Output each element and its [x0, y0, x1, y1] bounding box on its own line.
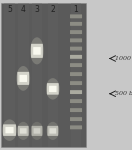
- FancyBboxPatch shape: [49, 128, 56, 134]
- FancyBboxPatch shape: [49, 86, 56, 92]
- Text: 5: 5: [7, 5, 12, 14]
- Text: 1: 1: [74, 5, 78, 14]
- Bar: [48, 3, 58, 147]
- FancyBboxPatch shape: [17, 72, 29, 85]
- Bar: [71, 3, 81, 147]
- FancyBboxPatch shape: [70, 30, 82, 34]
- Bar: [18, 3, 29, 147]
- FancyBboxPatch shape: [70, 63, 82, 67]
- FancyBboxPatch shape: [20, 128, 27, 134]
- FancyBboxPatch shape: [34, 128, 40, 134]
- FancyBboxPatch shape: [70, 117, 82, 121]
- FancyBboxPatch shape: [5, 127, 14, 133]
- FancyBboxPatch shape: [70, 108, 82, 112]
- FancyBboxPatch shape: [47, 83, 59, 95]
- Ellipse shape: [31, 122, 43, 140]
- FancyBboxPatch shape: [31, 44, 43, 58]
- FancyBboxPatch shape: [70, 22, 82, 26]
- FancyBboxPatch shape: [33, 47, 41, 55]
- FancyBboxPatch shape: [20, 75, 27, 82]
- FancyBboxPatch shape: [70, 38, 82, 42]
- Text: 500 bp: 500 bp: [115, 91, 132, 96]
- FancyBboxPatch shape: [70, 55, 82, 59]
- FancyBboxPatch shape: [32, 126, 42, 136]
- Text: 3: 3: [35, 5, 39, 14]
- FancyBboxPatch shape: [70, 125, 82, 129]
- FancyBboxPatch shape: [70, 90, 82, 94]
- FancyBboxPatch shape: [47, 126, 58, 136]
- Bar: [1, 3, 86, 147]
- Bar: [4, 3, 15, 147]
- Ellipse shape: [16, 66, 30, 91]
- Ellipse shape: [2, 119, 17, 141]
- FancyBboxPatch shape: [70, 72, 82, 76]
- Ellipse shape: [47, 122, 59, 140]
- Text: 2: 2: [50, 5, 55, 14]
- Bar: [32, 3, 42, 147]
- Text: 1000 bp: 1000 bp: [115, 56, 132, 61]
- FancyBboxPatch shape: [70, 14, 82, 18]
- Ellipse shape: [17, 122, 29, 140]
- FancyBboxPatch shape: [70, 81, 82, 85]
- FancyBboxPatch shape: [70, 99, 82, 103]
- Text: 4: 4: [21, 5, 26, 14]
- FancyBboxPatch shape: [70, 47, 82, 51]
- Ellipse shape: [46, 78, 60, 100]
- FancyBboxPatch shape: [3, 124, 16, 136]
- FancyBboxPatch shape: [18, 126, 29, 136]
- Ellipse shape: [30, 37, 44, 64]
